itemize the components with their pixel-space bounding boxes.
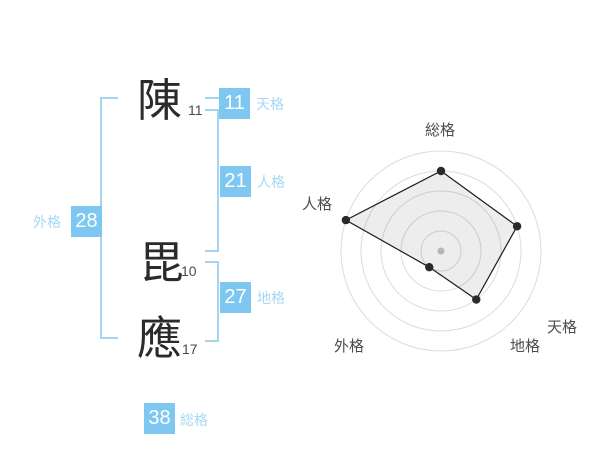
jinkaku-bracket (205, 109, 219, 252)
jinkaku-label: 人格 (257, 174, 285, 190)
name-char-2: 毘 (139, 237, 185, 288)
name-char-3-strokes: 17 (182, 341, 198, 357)
gaikaku-label: 外格 (33, 214, 61, 230)
name-char-2-strokes: 10 (181, 263, 197, 279)
radar-data-polygon (341, 166, 522, 304)
radar-axis-label-jinkaku: 人格 (302, 196, 332, 213)
chikaku-value-box: 27 (220, 282, 251, 313)
name-char-1-strokes: 11 (188, 102, 203, 118)
radar-axis-label-tenkaku: 天格 (547, 319, 577, 336)
chikaku-bracket (205, 261, 219, 342)
name-char-3: 應 (137, 313, 183, 364)
tenkaku-value-box: 11 (219, 88, 250, 119)
radar-axis-label-soukaku: 総格 (425, 122, 455, 139)
radar-axis-label-chikaku: 地格 (510, 338, 540, 355)
tenkaku-label: 天格 (256, 96, 284, 112)
name-char-1: 陳 (137, 75, 183, 126)
radar-axis-label-gaikaku: 外格 (334, 338, 364, 355)
soukaku-label: 総格 (180, 412, 208, 428)
radar-grid-rings (340, 150, 542, 352)
gaikaku-bracket (100, 97, 118, 339)
radar-chart: 総格 天格 地格 外格 人格 (302, 122, 577, 355)
chikaku-label: 地格 (257, 290, 285, 306)
tenkaku-tick (205, 97, 219, 99)
gaikaku-value-box: 28 (71, 206, 102, 237)
jinkaku-value-box: 21 (220, 166, 251, 197)
soukaku-value-box: 38 (144, 403, 175, 434)
